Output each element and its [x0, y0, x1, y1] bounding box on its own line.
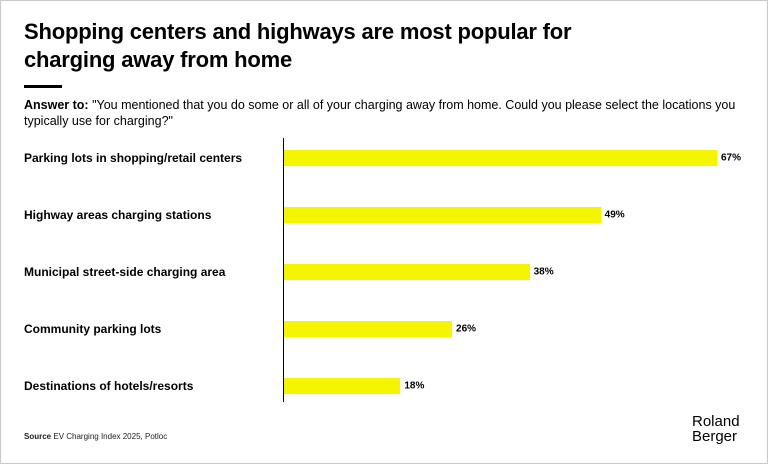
value-label: 49%: [604, 209, 625, 221]
chart-subtitle: Answer to: "You mentioned that you do so…: [24, 97, 768, 129]
category-label: Highway areas charging stations: [24, 208, 212, 222]
subtitle-label: Answer to:: [24, 98, 89, 112]
y-axis-line: [283, 138, 284, 402]
category-label: Community parking lots: [24, 322, 162, 336]
title-underline: [24, 85, 62, 88]
bar: [284, 264, 530, 280]
subtitle-text: "You mentioned that you do some or all o…: [24, 98, 736, 128]
source-text: EV Charging Index 2025, Potloc: [53, 432, 168, 441]
bar: [284, 207, 601, 223]
value-label: 26%: [456, 323, 477, 335]
logo-line-1: Roland: [692, 413, 740, 430]
value-label: 38%: [533, 266, 554, 278]
chart-title: Shopping centers and highways are most p…: [24, 19, 572, 72]
bar: [284, 150, 717, 166]
source-label: Source: [24, 432, 52, 441]
bar: [284, 321, 453, 337]
value-label: 67%: [721, 152, 742, 164]
source-note: Source EV Charging Index 2025, Potloc: [24, 432, 167, 441]
bar: [284, 378, 401, 394]
category-label: Parking lots in shopping/retail centers: [24, 151, 243, 165]
roland-berger-logo: Roland Berger: [692, 414, 740, 444]
value-label: 18%: [404, 380, 425, 392]
category-label: Destinations of hotels/resorts: [24, 379, 194, 393]
category-label: Municipal street-side charging area: [24, 265, 226, 279]
logo-line-2: Berger: [692, 428, 738, 445]
